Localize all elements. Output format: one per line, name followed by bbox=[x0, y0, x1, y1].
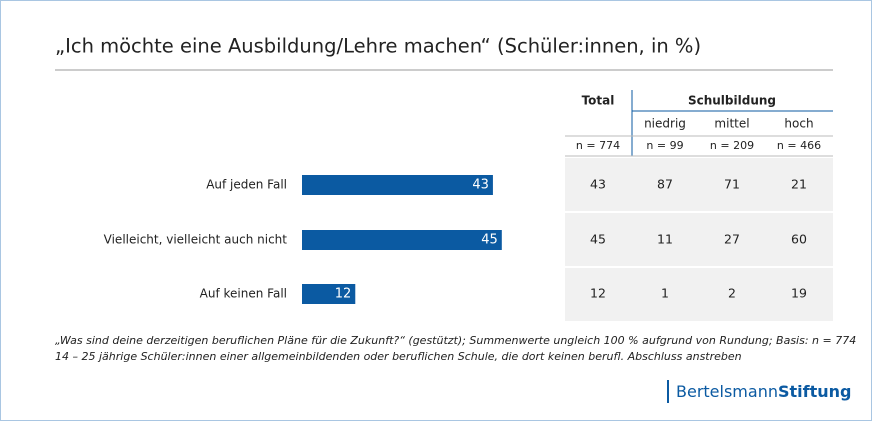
footnote: „Was sind deine derzeitigen beruflichen … bbox=[55, 334, 856, 347]
table-cell: 21 bbox=[791, 177, 807, 192]
table-cell: 12 bbox=[590, 286, 606, 301]
value-label: 45 bbox=[481, 233, 498, 248]
table-row-bg bbox=[565, 213, 833, 266]
table-n: n = 209 bbox=[710, 139, 754, 152]
logo: BertelsmannStiftung bbox=[676, 382, 851, 401]
category-label: Vielleicht, vielleicht auch nicht bbox=[104, 233, 288, 247]
table-cell: 60 bbox=[791, 232, 807, 247]
category-label: Auf keinen Fall bbox=[200, 287, 287, 301]
table-n: n = 99 bbox=[646, 139, 683, 152]
table-subheader: mittel bbox=[714, 117, 749, 131]
category-label: Auf jeden Fall bbox=[206, 178, 287, 192]
table-cell: 2 bbox=[728, 286, 736, 301]
logo-part: Stiftung bbox=[778, 382, 852, 401]
logo-part: Bertelsmann bbox=[676, 382, 778, 401]
footnote: 14 – 25 jährige Schüler:innen einer allg… bbox=[55, 350, 742, 363]
bar bbox=[302, 284, 356, 304]
table-cell: 43 bbox=[590, 177, 606, 192]
table-n: n = 466 bbox=[777, 139, 821, 152]
table-cell: 27 bbox=[724, 232, 740, 247]
table-row-bg bbox=[565, 268, 833, 321]
bar bbox=[302, 230, 502, 250]
table-cell: 1 bbox=[661, 286, 669, 301]
table-subheader: niedrig bbox=[644, 117, 686, 131]
table-total-header: Total bbox=[582, 94, 615, 108]
table-n: n = 774 bbox=[576, 139, 620, 152]
table-cell: 45 bbox=[590, 232, 606, 247]
value-label: 43 bbox=[472, 178, 489, 193]
table-cell: 71 bbox=[724, 177, 740, 192]
table-cell: 19 bbox=[791, 286, 807, 301]
value-label: 12 bbox=[335, 287, 352, 302]
table-group-header: Schulbildung bbox=[688, 94, 776, 108]
table-subheader: hoch bbox=[784, 117, 813, 131]
table-cell: 87 bbox=[657, 177, 673, 192]
table-row-bg bbox=[565, 158, 833, 211]
table-cell: 11 bbox=[657, 232, 673, 247]
chart-title: „Ich möchte eine Ausbildung/Lehre machen… bbox=[55, 35, 701, 58]
bar bbox=[302, 175, 493, 195]
